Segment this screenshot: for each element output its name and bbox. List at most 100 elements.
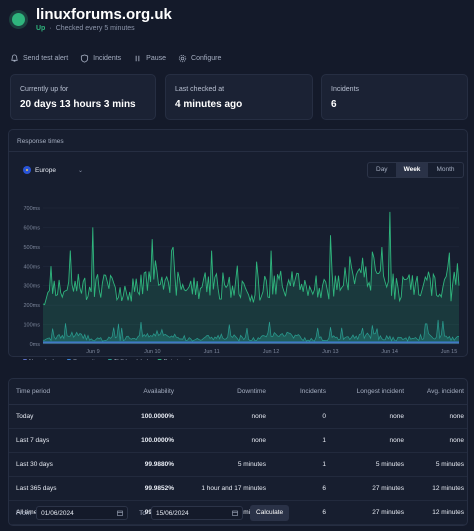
to-date-input[interactable]: 15/06/2024	[151, 506, 244, 520]
y-tick-label: 600ms	[23, 225, 40, 231]
shield-icon	[81, 53, 89, 63]
calendar-icon	[232, 510, 238, 516]
cell-avg: 5 minutes	[409, 452, 467, 477]
table-row: Last 30 days 99.9880% 5 minutes 1 5 minu…	[9, 452, 467, 477]
incidents-card: Incidents 6	[321, 74, 468, 120]
x-tick-label: Jun 12	[263, 349, 280, 355]
page-title: linuxforums.org.uk	[36, 6, 172, 23]
cell-longest: none	[331, 428, 409, 453]
y-tick-label: 100ms	[23, 323, 40, 329]
incidents-label: Incidents	[331, 86, 360, 93]
status-line: Up · Checked every 5 minutes	[36, 25, 135, 32]
table-row: Last 7 days 100.0000% none 1 none none	[9, 428, 467, 453]
date-range-calculator: From 01/06/2024 To 15/06/2024 Calculate	[16, 505, 290, 521]
range-toggle: Day Week Month	[367, 162, 464, 178]
cell-downtime: none	[179, 428, 271, 453]
legend-swatch	[107, 359, 112, 360]
data-transfer-line	[42, 211, 460, 306]
range-week-button[interactable]: Week	[395, 163, 429, 177]
y-tick-label: 0ms	[30, 342, 41, 348]
legend-swatch	[157, 359, 162, 360]
cell-availability: 100.0000%	[109, 404, 179, 429]
col-availability: Availability	[109, 379, 179, 405]
x-tick-label: Jun 15	[441, 349, 458, 355]
col-time-period: Time period	[9, 379, 109, 405]
status-badge: Up	[36, 25, 46, 32]
cell-availability: 99.9880%	[109, 452, 179, 477]
legend-label: Name lookup	[29, 359, 61, 360]
x-tick-label: Jun 10	[144, 349, 161, 355]
col-incidents: Incidents	[271, 379, 331, 405]
data-transfer-area	[43, 211, 459, 344]
bell-icon	[11, 53, 18, 62]
calculate-button[interactable]: Calculate	[250, 505, 290, 521]
pause-button[interactable]: Pause	[133, 52, 166, 64]
y-tick-label: 300ms	[23, 284, 40, 290]
cell-avg: 12 minutes	[409, 476, 467, 501]
response-time-chart: 700ms 600ms 500ms 400ms 300ms 200ms 100ms 0ms Ju…	[23, 206, 460, 360]
cell-avg: none	[409, 404, 467, 429]
cell-longest: 5 minutes	[331, 452, 409, 477]
action-bar: Send test alert Incidents Pause Configur…	[10, 52, 221, 64]
x-tick-label: Jun 14	[381, 349, 398, 355]
cell-downtime: 1 hour and 17 minutes	[179, 476, 271, 501]
y-tick-label: 500ms	[23, 245, 40, 251]
last-checked-label: Last checked at	[175, 86, 225, 93]
cell-period: Today	[9, 404, 109, 429]
cell-incidents: 1	[271, 452, 331, 477]
y-tick-label: 200ms	[23, 303, 40, 309]
status-dot	[12, 13, 25, 26]
to-label: To	[139, 509, 147, 517]
cell-longest: none	[331, 404, 409, 429]
send-test-alert-button[interactable]: Send test alert	[10, 52, 68, 64]
range-month-button[interactable]: Month	[436, 166, 455, 173]
cell-period: Last 365 days	[9, 476, 109, 501]
cell-avg: none	[409, 428, 467, 453]
incidents-button[interactable]: Incidents	[80, 52, 121, 64]
cell-longest: 27 minutes	[331, 500, 409, 525]
cell-incidents: 0	[271, 404, 331, 429]
legend-label: TLS handshake	[114, 359, 153, 360]
table-header-row: Time period Availability Downtime Incide…	[9, 379, 467, 405]
cell-availability: 99.9852%	[109, 476, 179, 501]
cell-longest: 27 minutes	[331, 476, 409, 501]
legend-swatch	[23, 359, 27, 360]
from-label: From	[16, 509, 32, 517]
gear-icon	[178, 54, 187, 62]
uptime-card: Currently up for 20 days 13 hours 3 mins	[10, 74, 156, 120]
uptime-label: Currently up for	[20, 86, 69, 93]
last-checked-value: 4 minutes ago	[175, 99, 243, 110]
col-downtime: Downtime	[179, 379, 271, 405]
region-label: Europe	[35, 166, 56, 174]
col-longest-incident: Longest incident	[331, 379, 409, 405]
table-row: Today 100.0000% none 0 none none	[9, 404, 467, 429]
col-avg-incident: Avg. incident	[409, 379, 467, 405]
legend-label: Data transfer	[164, 359, 196, 360]
range-day-button[interactable]: Day	[376, 166, 388, 173]
configure-button[interactable]: Configure	[178, 52, 221, 64]
uptime-value: 20 days 13 hours 3 mins	[20, 99, 136, 110]
cell-avg: 12 minutes	[409, 500, 467, 525]
incidents-value: 6	[331, 99, 337, 110]
cell-period: Last 7 days	[9, 428, 109, 453]
tls-handshake-line	[42, 319, 460, 342]
legend-swatch	[66, 359, 71, 360]
divider	[9, 151, 467, 152]
monitor-header: linuxforums.org.uk Up · Checked every 5 mi…	[10, 6, 470, 38]
y-tick-label: 400ms	[23, 264, 40, 270]
check-interval: Checked every 5 minutes	[55, 25, 135, 32]
from-date-input[interactable]: 01/06/2024	[36, 506, 129, 520]
legend-label: Connection	[73, 359, 101, 360]
region-select[interactable]: Europe ⌄	[23, 166, 83, 174]
response-times-panel: Response times Europe ⌄ Day Week Month 7…	[8, 129, 468, 360]
cell-period: Last 30 days	[9, 452, 109, 477]
x-tick-label: Jun 9	[86, 349, 99, 355]
y-tick-label: 700ms	[23, 206, 40, 212]
table-row: Last 365 days 99.9852% 1 hour and 17 min…	[9, 476, 467, 501]
x-tick-label: Jun 13	[322, 349, 339, 355]
cell-availability: 100.0000%	[109, 428, 179, 453]
globe-icon	[23, 166, 31, 174]
last-checked-card: Last checked at 4 minutes ago	[165, 74, 313, 120]
availability-table: Time period Availability Downtime Incide…	[8, 378, 468, 526]
cell-incidents: 1	[271, 428, 331, 453]
